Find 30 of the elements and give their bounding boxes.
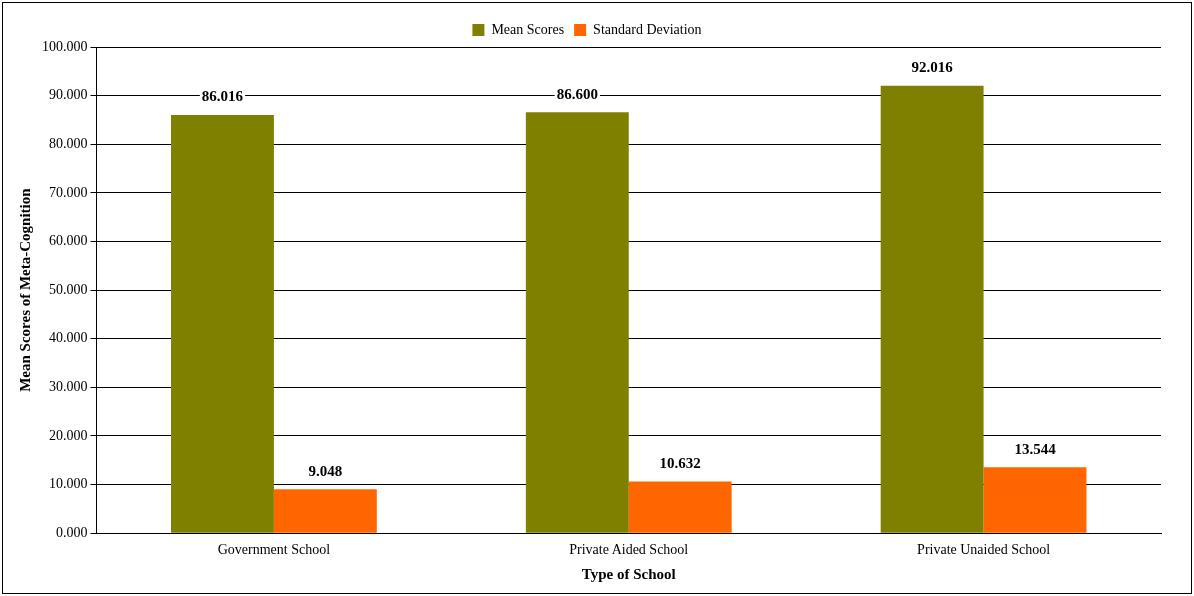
data-label: 86.600 bbox=[556, 85, 598, 102]
y-tick-label: 50.000 bbox=[49, 281, 88, 297]
y-tick-label: 30.000 bbox=[49, 379, 88, 395]
y-tick-label: 10.000 bbox=[49, 476, 88, 492]
y-tick-label: 70.000 bbox=[49, 184, 88, 200]
bar bbox=[880, 85, 984, 533]
legend-label: Standard Deviation bbox=[593, 21, 702, 37]
bar bbox=[273, 489, 377, 533]
y-tick-label: 20.000 bbox=[49, 427, 88, 443]
bar bbox=[525, 112, 629, 533]
data-label: 92.016 bbox=[911, 59, 954, 76]
y-tick-label: 100.000 bbox=[42, 38, 88, 54]
x-tick-label: Private Aided School bbox=[569, 542, 689, 558]
y-axis-title: Mean Scores of Meta-Cognition bbox=[16, 187, 33, 392]
data-label: 9.048 bbox=[308, 462, 343, 479]
bar bbox=[171, 114, 274, 533]
y-tick-label: 80.000 bbox=[49, 135, 88, 151]
x-tick-label: Government School bbox=[217, 542, 331, 558]
y-tick-label: 40.000 bbox=[49, 330, 88, 346]
bar bbox=[983, 467, 1087, 533]
y-tick-label: 0.000 bbox=[56, 524, 88, 540]
y-tick-label: 60.000 bbox=[49, 233, 88, 249]
data-label: 13.544 bbox=[1014, 440, 1057, 457]
x-axis-title: Type of School bbox=[581, 565, 676, 582]
legend-label: Mean Scores bbox=[491, 21, 565, 37]
data-label: 10.632 bbox=[659, 454, 701, 471]
y-tick-label: 90.000 bbox=[49, 87, 88, 103]
bar bbox=[628, 481, 732, 533]
data-label: 86.016 bbox=[201, 88, 244, 105]
x-tick-label: Private Unaided School bbox=[917, 542, 1051, 558]
